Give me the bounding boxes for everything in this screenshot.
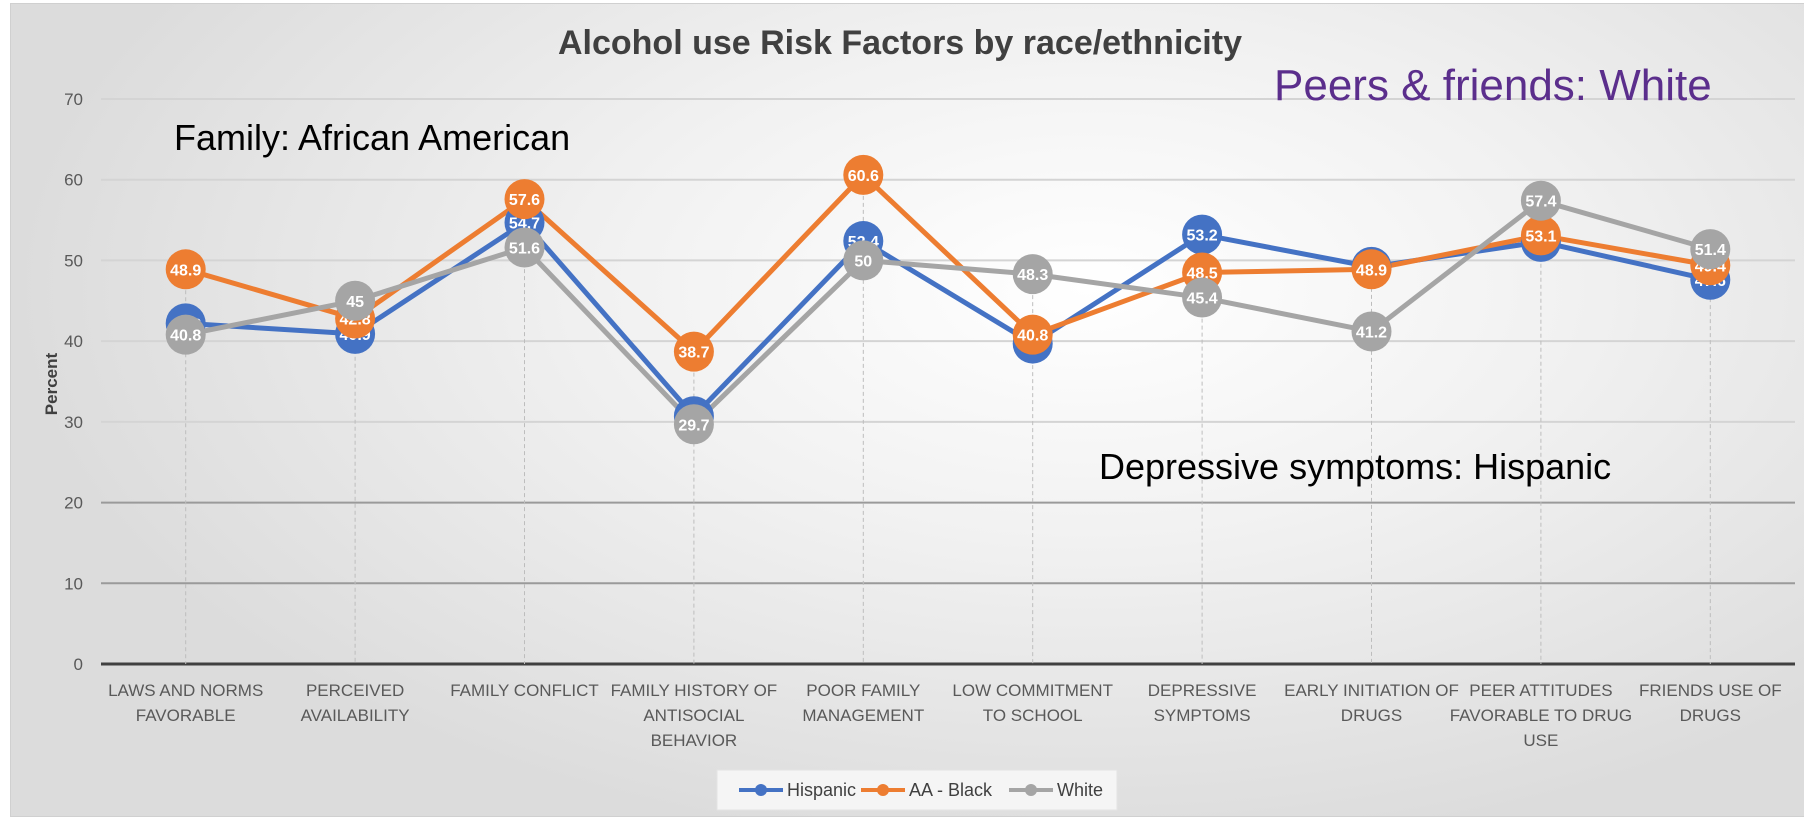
- x-tick-label: FAMILY CONFLICT: [450, 681, 599, 700]
- data-label-aa-black: 57.6: [509, 192, 540, 209]
- x-tick-label: TO SCHOOL: [983, 706, 1083, 725]
- chart-title: Alcohol use Risk Factors by race/ethnici…: [558, 24, 1242, 62]
- data-label-white: 41.2: [1356, 324, 1387, 341]
- data-label-white: 45.4: [1187, 291, 1218, 308]
- series-line-white: [185, 198, 1711, 427]
- data-point-aa-black: [1351, 249, 1392, 290]
- x-tick-label: FAVORABLE TO DRUG: [1450, 706, 1632, 725]
- line-chart: Alcohol use Risk Factors by race/ethnici…: [42, 24, 1795, 811]
- data-label-aa-black: 60.6: [848, 168, 879, 185]
- data-point-white: [1182, 277, 1223, 318]
- legend-label-white: White: [1057, 780, 1103, 800]
- data-label-white: 51.6: [509, 241, 540, 258]
- y-tick-label: 30: [64, 413, 83, 432]
- data-label-hispanic: 54.7: [509, 215, 540, 232]
- data-label-white: 40.8: [170, 328, 201, 345]
- legend-marker-white: [1025, 784, 1037, 796]
- annotation-family: Family: African American: [174, 117, 570, 158]
- data-label-hispanic: 53.2: [1187, 228, 1218, 245]
- data-point-aa-black: [673, 331, 714, 372]
- x-tick-label: FRIENDS USE OF: [1639, 681, 1782, 700]
- data-point-white: [335, 280, 376, 321]
- series-line-aa-black: [185, 172, 1711, 355]
- x-tick-label: EARLY INITIATION OF: [1284, 681, 1459, 700]
- data-point-white: [1690, 229, 1731, 270]
- data-label-aa-black: 48.9: [1356, 262, 1387, 279]
- data-point-aa-black: [165, 249, 206, 290]
- x-tick-label: LAWS AND NORMS: [108, 681, 263, 700]
- legend: Hispanic AA - Black White: [716, 769, 1118, 811]
- x-tick-label: DEPRESSIVE: [1148, 681, 1257, 700]
- x-tick-label: PERCEIVED: [306, 681, 404, 700]
- y-tick-label: 70: [64, 90, 83, 109]
- legend-label-aa-black: AA - Black: [909, 780, 993, 800]
- data-label-aa-black: 38.7: [678, 345, 709, 362]
- data-label-white: 57.4: [1525, 194, 1556, 211]
- y-tick-label: 0: [74, 655, 83, 674]
- data-label-aa-black: 40.8: [1017, 328, 1048, 345]
- data-label-white: 45: [346, 294, 364, 311]
- annotation-peers: Peers & friends: White: [1274, 61, 1712, 110]
- data-label-aa-black: 48.9: [170, 262, 201, 279]
- data-point-hispanic: [1182, 214, 1223, 255]
- data-point-white: [1520, 180, 1561, 221]
- y-tick-label: 20: [64, 494, 83, 513]
- y-axis-label: Percent: [42, 352, 61, 415]
- legend-label-hispanic: Hispanic: [787, 780, 856, 800]
- data-point-aa-black: [504, 179, 545, 220]
- y-tick-label: 50: [64, 251, 83, 270]
- data-label-aa-black: 53.1: [1525, 228, 1556, 245]
- x-tick-label: POOR FAMILY: [806, 681, 920, 700]
- data-label-white: 51.4: [1695, 242, 1726, 259]
- x-tick-label: USE: [1523, 731, 1558, 750]
- x-tick-label: SYMPTOMS: [1154, 706, 1251, 725]
- y-tick-label: 40: [64, 332, 83, 351]
- data-point-white: [673, 404, 714, 445]
- chart-container: Alcohol use Risk Factors by race/ethnici…: [10, 3, 1804, 817]
- data-point-white: [843, 240, 884, 281]
- x-tick-label: DRUGS: [1680, 706, 1741, 725]
- data-label-white: 29.7: [678, 417, 709, 434]
- data-point-white: [1351, 311, 1392, 352]
- data-point-white: [1012, 254, 1053, 295]
- legend-marker-hispanic: [755, 784, 767, 796]
- x-tick-label: BEHAVIOR: [651, 731, 738, 750]
- data-point-aa-black: [1012, 314, 1053, 355]
- x-tick-label: DRUGS: [1341, 706, 1402, 725]
- y-tick-label: 10: [64, 574, 83, 593]
- x-tick-label: AVAILABILITY: [301, 706, 410, 725]
- x-tick-label: FAMILY HISTORY OF: [611, 681, 778, 700]
- data-label-white: 48.3: [1017, 267, 1048, 284]
- data-label-white: 50: [854, 253, 872, 270]
- x-tick-label: LOW COMMITMENT: [952, 681, 1113, 700]
- annotation-depressive: Depressive symptoms: Hispanic: [1099, 446, 1611, 487]
- x-tick-label: PEER ATTITUDES: [1469, 681, 1612, 700]
- x-tick-label: FAVORABLE: [136, 706, 236, 725]
- data-point-aa-black: [1520, 215, 1561, 256]
- data-label-aa-black: 48.5: [1187, 266, 1218, 283]
- x-tick-label: ANTISOCIAL: [643, 706, 744, 725]
- legend-marker-aa-black: [877, 784, 889, 796]
- x-tick-label: MANAGEMENT: [802, 706, 924, 725]
- data-point-white: [165, 314, 206, 355]
- y-tick-label: 60: [64, 171, 83, 190]
- data-point-white: [504, 227, 545, 268]
- data-point-aa-black: [843, 154, 884, 195]
